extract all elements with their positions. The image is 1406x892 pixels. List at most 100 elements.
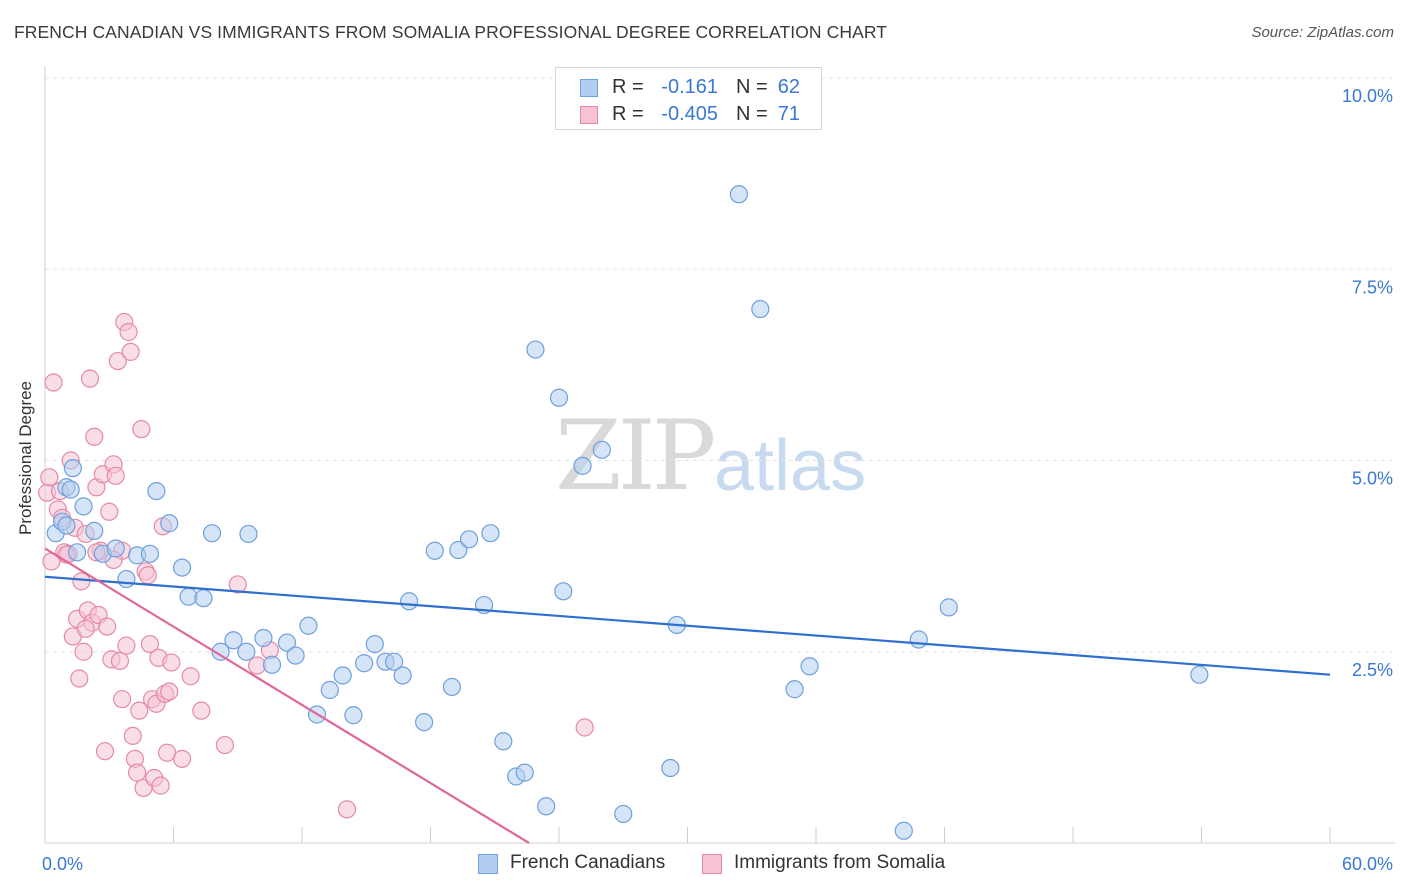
blue-square-icon [478,854,498,874]
somalia-point [117,636,136,655]
somalia-point [138,566,157,585]
somalia-point [130,701,149,720]
r-label: R = [612,76,644,98]
somalia-point [98,617,117,636]
somalia-point [106,466,125,485]
somalia-point [123,726,142,746]
somalia-point [151,776,170,795]
somalia-point [140,634,160,654]
somalia-point [100,502,119,521]
french-canadian-point [661,758,680,778]
legend-label: French Canadians [510,852,666,873]
somalia-point [85,427,104,446]
french-canadian-point [106,539,125,558]
watermark-atlas: atlas [714,426,867,506]
french-canadian-point [384,652,404,671]
series-legend: French Canadians Immigrants from Somalia [0,852,1406,878]
french-canadian-point [320,680,339,700]
french-canadian-point [74,497,93,516]
french-canadian-point [515,763,534,782]
somalia-point [121,342,140,361]
y-axis-label: Professional Degree [16,380,35,536]
somalia-point [74,642,93,661]
somalia-point [215,735,234,755]
source-label: Source: ZipAtlas.com [1251,24,1394,41]
french-canadian-point [399,592,419,611]
french-canadian-point [425,541,444,560]
french-canadian-point [494,732,513,751]
somalia-point [108,351,127,371]
somalia-trend-line [44,547,530,844]
french-canadian-point [1190,665,1209,684]
chart-title: FRENCH CANADIAN VS IMMIGRANTS FROM SOMAL… [14,22,888,42]
axis-layer [44,66,1395,844]
french-canadian-point [393,666,412,685]
x-tick-label: 0.0% [42,854,83,874]
somalia-point [337,800,357,819]
french-canadian-point [239,524,258,544]
pink-square-icon [702,854,722,874]
french-canadian-point [85,521,104,540]
n-label: N = [736,76,768,98]
french-canadian-point [160,514,179,533]
r-label: R = [612,103,644,125]
somalia-point [72,572,91,591]
y-tick-label: 2.5% [1352,660,1393,680]
somalia-point [127,763,147,782]
french-canadian-point [63,459,82,478]
french-canadian-point [449,540,468,560]
french-canadian-point [299,616,318,635]
legend-label: Immigrants from Somalia [734,852,946,873]
y-tick-label: 5.0% [1352,469,1393,489]
french-canadian-points [46,185,1209,840]
somalia-point [160,682,179,701]
french-canadian-point [939,598,958,617]
r-value: -0.405 [661,103,718,125]
french-canadian-point [194,589,213,608]
french-canadian-point [729,185,749,204]
french-canadian-point [147,482,166,501]
french-canadian-point [909,630,928,649]
pink-swatch-icon [580,106,598,124]
french-canadian-point [365,634,384,654]
y-tick-label: 10.0% [1342,86,1393,106]
french-canadian-point [179,587,198,606]
french-canadian-point [57,516,76,535]
french-canadian-point [211,642,230,661]
french-canadian-point [785,680,804,699]
n-value: 71 [777,103,800,125]
french-canadian-point [68,543,87,562]
grid-layer [45,77,1395,653]
french-canadian-point [614,804,633,824]
somalia-point [181,667,200,686]
french-canadian-point [573,456,592,475]
french-canadian-point [344,706,363,725]
somalia-point [76,619,95,638]
somalia-point [80,369,100,388]
somalia-point [162,653,181,672]
french-canadian-point [800,657,819,676]
somalia-point [575,718,594,737]
french-canadian-point [459,530,479,549]
french-canadian-point [61,480,80,499]
somalia-point [110,651,130,671]
blue-swatch-icon [580,79,598,97]
french-canadian-point [894,821,913,840]
french-canadian-point [237,642,256,661]
french-canadian-point [277,633,297,652]
legend-row-somalia: R = -0.405 N = 71 [556,101,821,129]
watermark-zip: ZIP [555,400,716,512]
trend-lines [44,547,1331,844]
stats-legend: R = -0.161 N = 62 R = -0.405 N = 71 [555,67,822,130]
legend-row-french-canadians: R = -0.161 N = 62 [556,74,821,102]
french-canadian-point [333,666,352,685]
somalia-point [119,322,138,342]
somalia-point [132,420,151,439]
french-canadian-point [592,440,611,459]
somalia-point [112,690,132,709]
x-tick-label: 60.0% [1342,854,1393,874]
somalia-point [192,701,211,720]
somalia-point [44,373,63,392]
n-value: 62 [777,76,800,98]
n-label: N = [736,103,768,125]
